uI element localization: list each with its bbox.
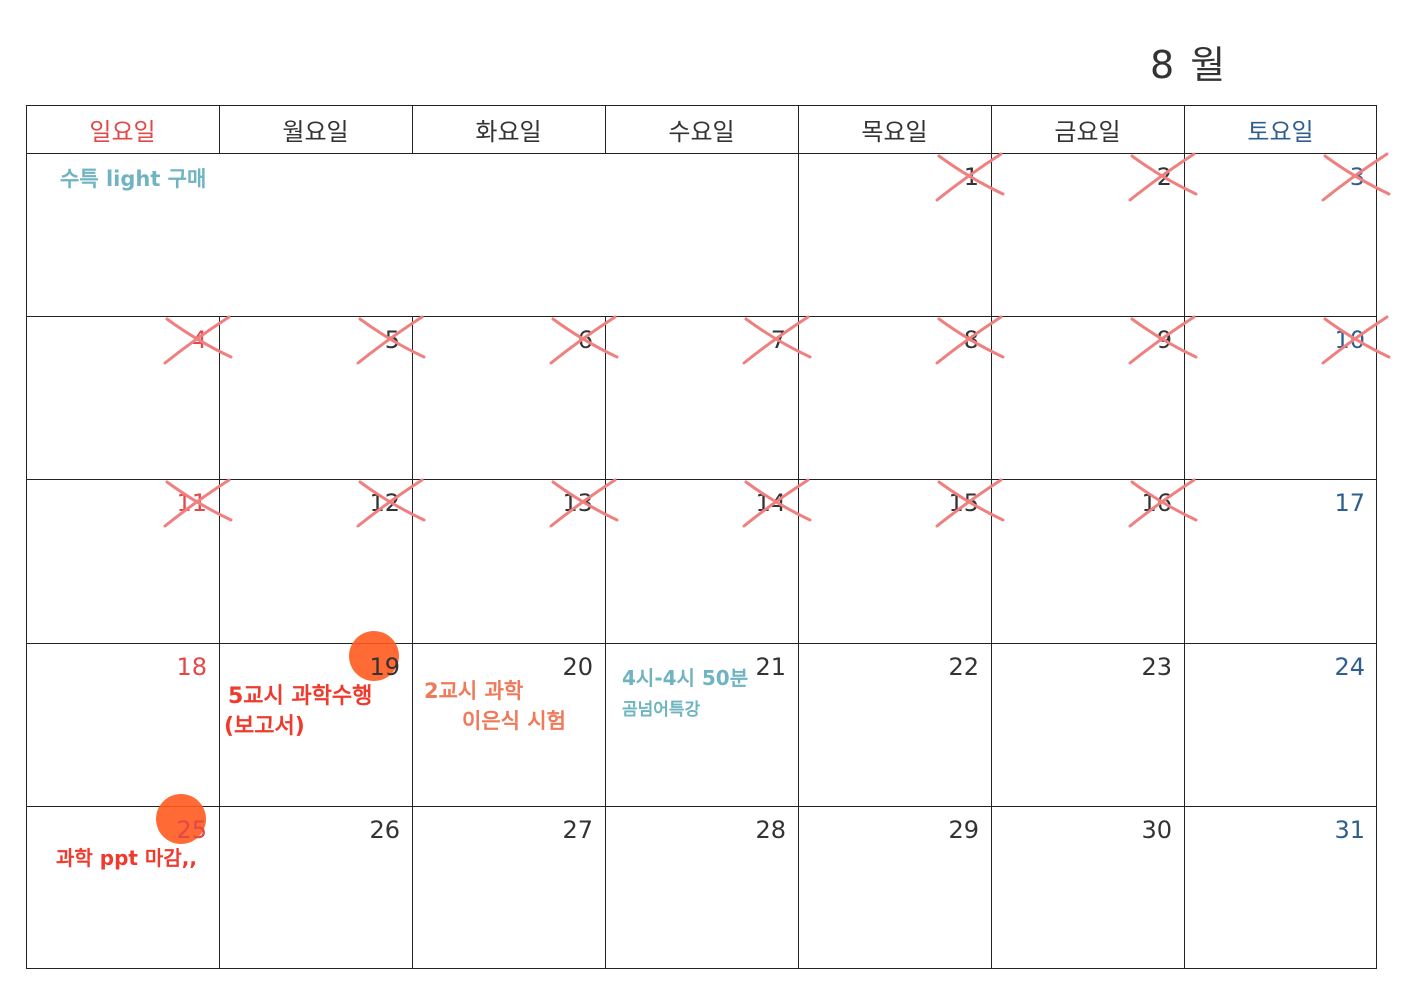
grid-line [26, 153, 1377, 154]
grid-line [1184, 105, 1185, 969]
weekday-header-sat: 토요일 [1247, 117, 1314, 146]
note-purchase: 수특 light 구매 [60, 167, 207, 191]
weekday-header-tue: 화요일 [475, 117, 542, 146]
grid-line [26, 643, 1377, 644]
day-number[interactable]: 24 [1334, 652, 1365, 681]
day-number[interactable]: 21 [755, 652, 786, 681]
day-number[interactable]: 1 [963, 163, 979, 191]
day-number[interactable]: 15 [948, 489, 979, 518]
day-number[interactable]: 19 [369, 652, 400, 681]
note-science-test-line2: 이은식 시험 [462, 709, 566, 733]
day-number[interactable]: 7 [770, 326, 786, 355]
day-number[interactable]: 27 [562, 815, 593, 844]
grid-line [26, 105, 1377, 106]
day-number[interactable]: 9 [1156, 326, 1172, 355]
weekday-header-mon: 월요일 [282, 117, 349, 146]
day-number[interactable]: 4 [191, 326, 207, 355]
grid-line [26, 968, 1377, 969]
weekday-header-wed: 수요일 [668, 117, 735, 146]
note-lecture: 4시-4시 50분 곰넘어특강 [622, 662, 748, 726]
note-lecture-line1: 4시-4시 50분 [622, 666, 749, 690]
day-number[interactable]: 26 [369, 815, 400, 844]
note-science-performance: 5교시 과학수행 (보고서) [224, 682, 373, 742]
day-number[interactable]: 18 [176, 652, 207, 681]
note-ppt-deadline: 과학 ppt 마감,, [56, 846, 197, 870]
day-number[interactable]: 29 [948, 815, 979, 844]
note-science-test-line1: 2교시 과학 [424, 679, 524, 703]
day-number[interactable]: 10 [1334, 326, 1365, 355]
day-number[interactable]: 5 [384, 326, 400, 355]
day-number[interactable]: 13 [562, 489, 593, 518]
day-number[interactable]: 28 [755, 815, 786, 844]
day-number[interactable]: 14 [755, 489, 786, 518]
note-lecture-line2: 곰넘어특강 [622, 700, 701, 720]
day-number[interactable]: 31 [1334, 815, 1365, 844]
note-science-performance-line1: 5교시 과학수행 [228, 684, 373, 709]
grid-line [798, 105, 799, 969]
grid-line [605, 105, 606, 153]
day-number[interactable]: 3 [1349, 163, 1365, 191]
day-number[interactable]: 16 [1141, 489, 1172, 518]
day-number[interactable]: 12 [369, 489, 400, 518]
grid-line [219, 105, 220, 153]
day-number[interactable]: 30 [1141, 815, 1172, 844]
day-number[interactable]: 17 [1334, 489, 1365, 518]
grid-line [26, 105, 27, 969]
weekday-header-thu: 목요일 [861, 117, 928, 146]
day-number[interactable]: 23 [1141, 652, 1172, 681]
weekday-header-sun: 일요일 [89, 117, 156, 146]
grid-line [26, 806, 1377, 807]
grid-line [605, 316, 606, 969]
day-number[interactable]: 11 [176, 489, 207, 518]
highlight-marker [349, 630, 399, 681]
day-number[interactable]: 20 [562, 652, 593, 681]
grid-line [412, 316, 413, 969]
day-number[interactable]: 6 [577, 326, 593, 355]
month-title: 8 월 [1150, 43, 1228, 87]
grid-line [991, 105, 992, 969]
note-science-test: 2교시 과학 이은식 시험 [424, 676, 566, 736]
note-science-performance-line2: (보고서) [224, 714, 305, 739]
weekday-header-fri: 금요일 [1054, 117, 1121, 146]
grid-line [219, 316, 220, 969]
calendar-grid: 일요일 월요일 화요일 수요일 목요일 금요일 토요일 1 2 3 4 5 6 7 8 9 10 11 12 13 14… [26, 105, 1391, 969]
day-number[interactable]: 2 [1156, 163, 1172, 191]
grid-line [1376, 105, 1377, 969]
day-number[interactable]: 22 [948, 652, 979, 681]
grid-line [26, 316, 1377, 317]
grid-line [412, 105, 413, 153]
day-number[interactable]: 25 [176, 815, 207, 844]
day-number[interactable]: 8 [963, 326, 979, 355]
grid-line [26, 479, 1377, 480]
highlight-marker [156, 793, 206, 844]
